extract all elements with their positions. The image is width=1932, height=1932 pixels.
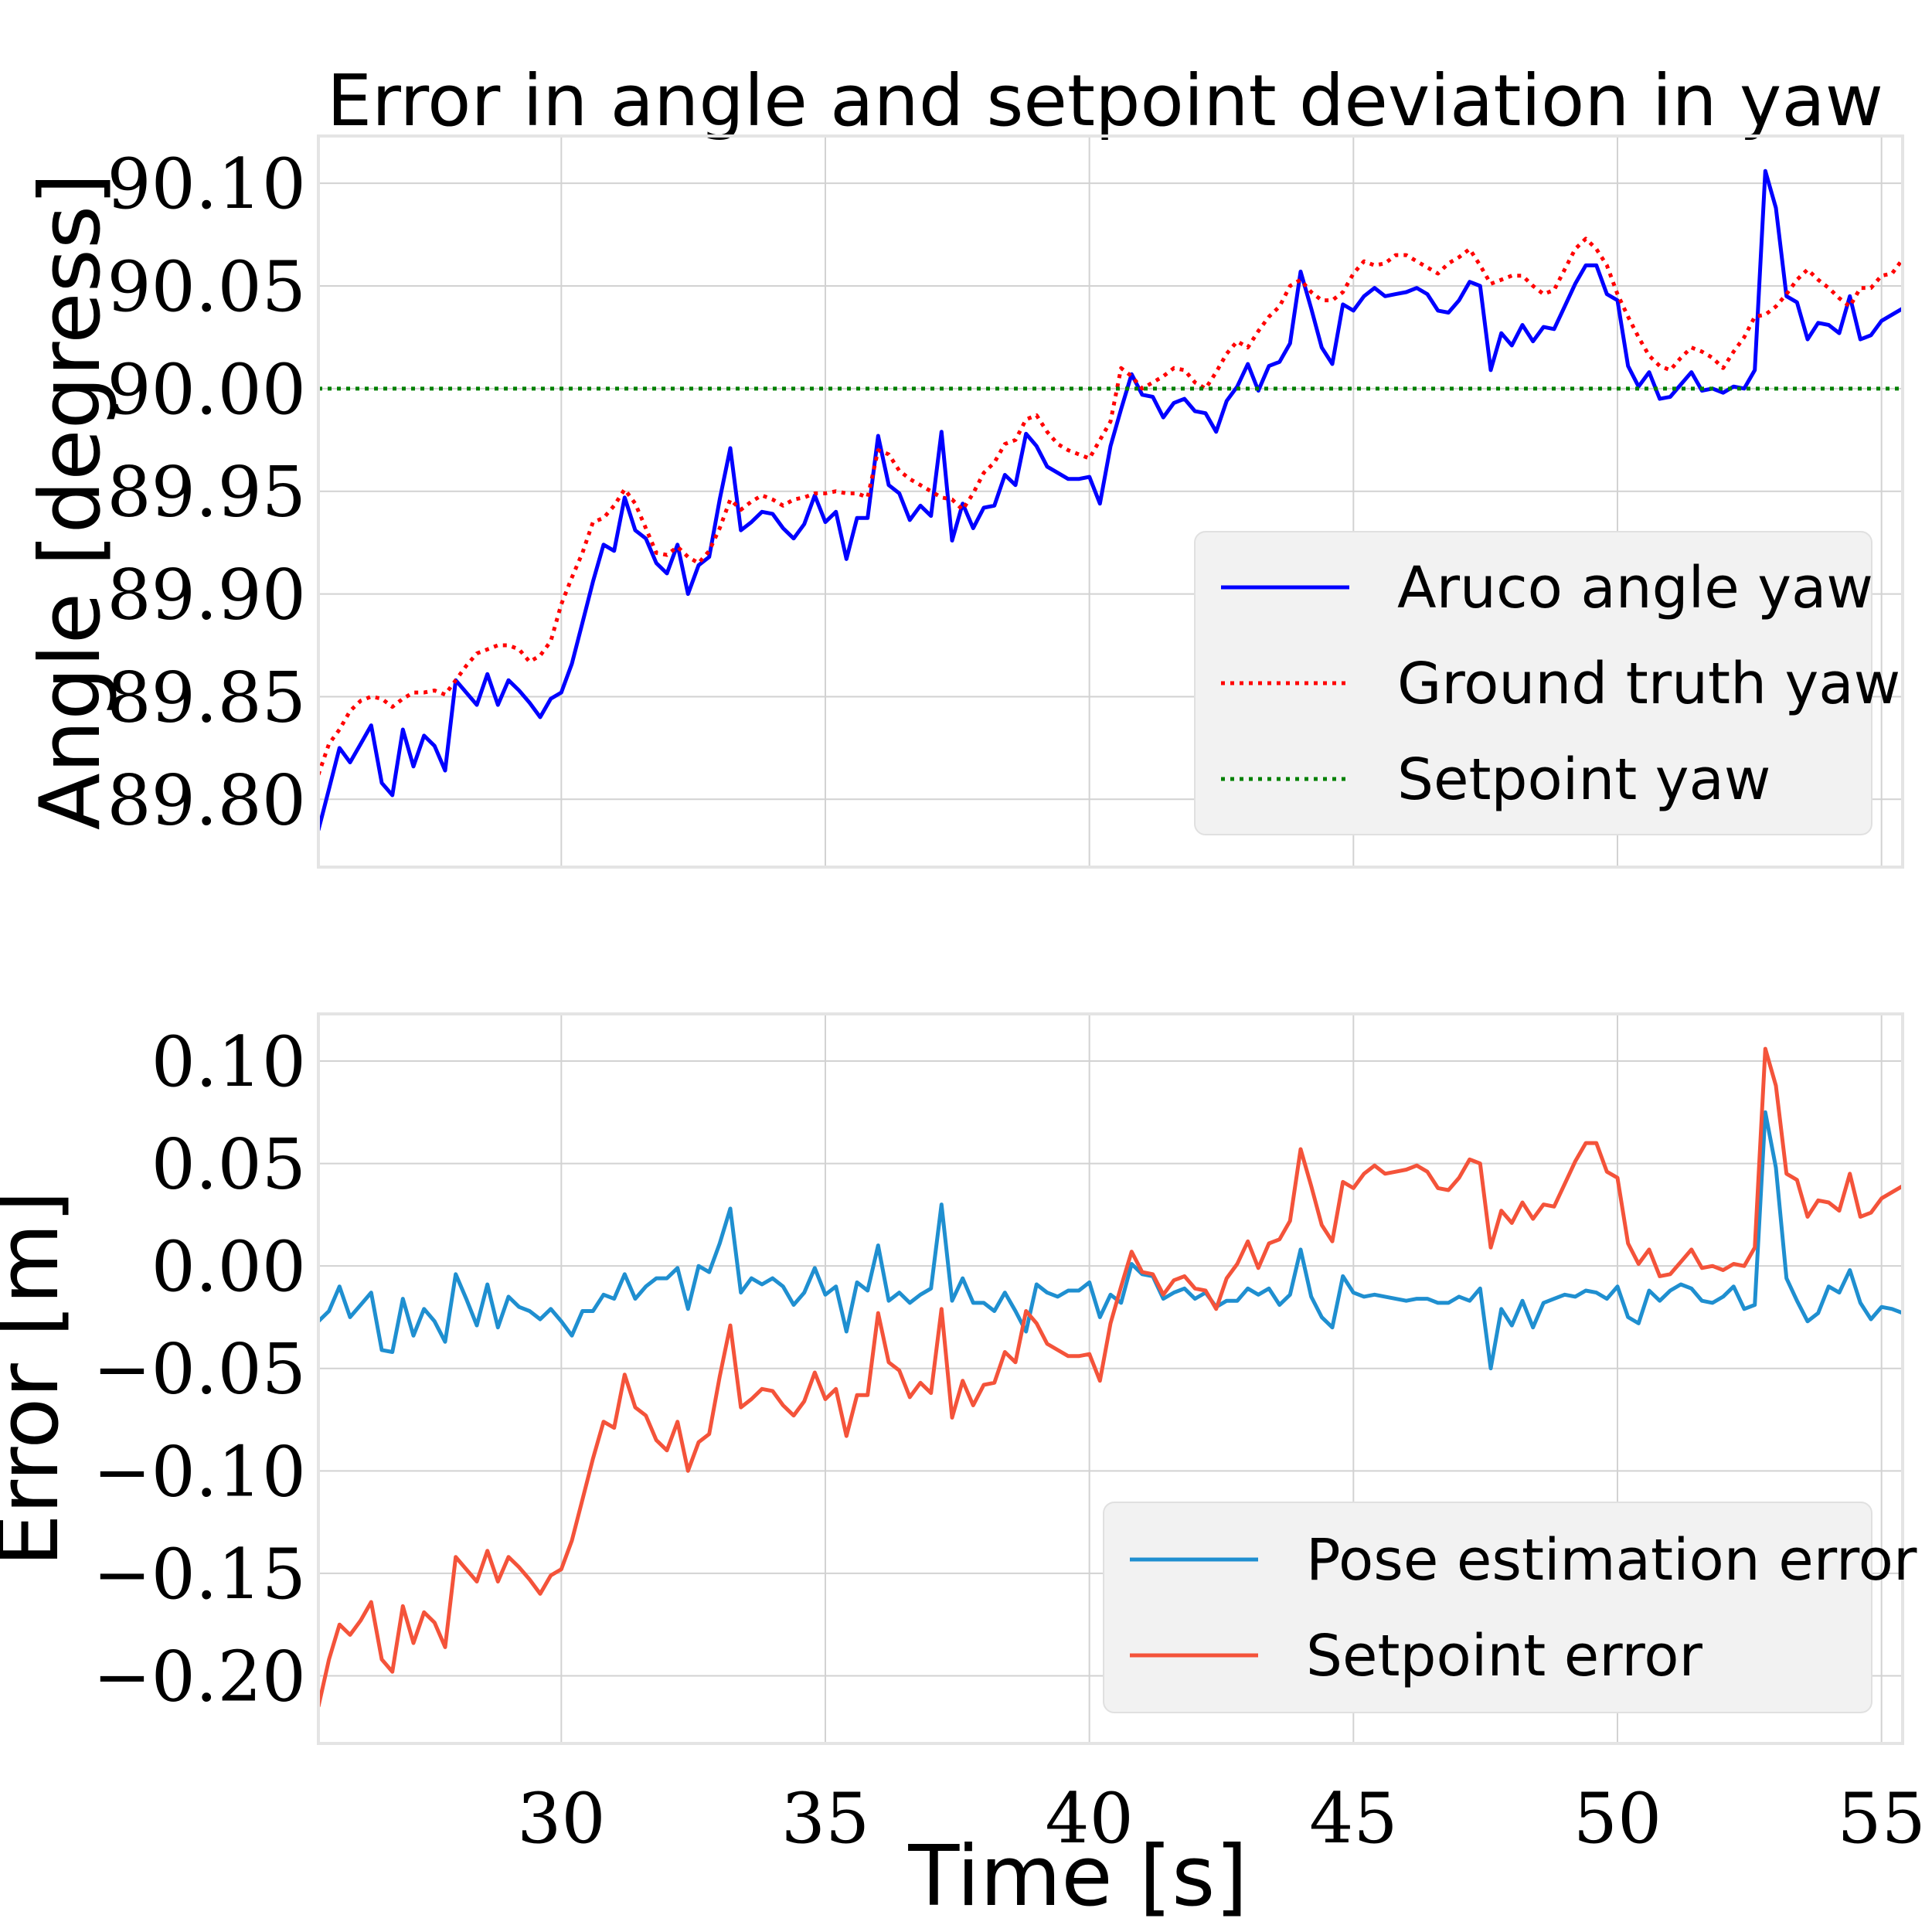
- plot-area: [318, 1046, 1903, 1707]
- y-tick-label: 89.90: [107, 555, 306, 636]
- series-line-aruco-angle-yaw: [318, 168, 1903, 831]
- legend-label-ground-truth-yaw: Ground truth yaw: [1397, 651, 1900, 717]
- series-line-ground-truth-yaw: [318, 236, 1903, 776]
- x-tick-label: 45: [1309, 1778, 1398, 1859]
- y-tick-label: 0.05: [151, 1124, 306, 1206]
- y-tick-label: 90.05: [107, 247, 306, 328]
- y-tick-label: 0.10: [151, 1022, 306, 1103]
- y-tick-label: −0.10: [93, 1431, 306, 1512]
- y-tick-label: −0.15: [93, 1534, 306, 1615]
- series-line-pose-estimation-error: [318, 1110, 1903, 1371]
- chart-title: Error in angle and setpoint deviation in…: [327, 60, 1883, 142]
- y-tick-label: 90.10: [107, 144, 306, 225]
- x-tick-label: 35: [781, 1778, 870, 1859]
- legend-box: [1103, 1502, 1872, 1713]
- y-tick-label: 89.80: [107, 760, 306, 841]
- legend-label-setpoint-error: Setpoint error: [1306, 1623, 1702, 1689]
- x-tick-label: 50: [1573, 1778, 1662, 1859]
- legend: Aruco angle yaw Ground truth yaw Setpoint …: [1194, 531, 1900, 835]
- legend-label-aruco-angle-yaw: Aruco angle yaw: [1397, 555, 1873, 621]
- plot-area: [318, 168, 1903, 831]
- grid: [318, 136, 1903, 867]
- plot-frame: [317, 1012, 1904, 1745]
- y-tick-label: −0.05: [93, 1329, 306, 1410]
- y-tick-label: 89.85: [107, 657, 306, 738]
- legend: Pose estimation error Setpoint error: [1103, 1502, 1917, 1713]
- legend-box: [1194, 531, 1872, 835]
- x-tick-label: 30: [517, 1778, 606, 1859]
- angle-panel: 89.80 89.85 89.90 89.95 90.00 90.05 90.10Angle…: [22, 134, 1904, 869]
- y-axis-label: Error [m]: [0, 1190, 77, 1566]
- y-tick-label: 0.00: [151, 1226, 306, 1308]
- plot-frame: [317, 134, 1904, 869]
- x-tick-label: 55: [1837, 1778, 1926, 1859]
- series-line-setpoint-error: [318, 1046, 1903, 1707]
- y-axis-label: Angle [degress]: [22, 173, 119, 831]
- y-tick-label: −0.20: [93, 1636, 306, 1717]
- y-tick-label: 90.00: [107, 349, 306, 430]
- error-panel: −0.20 −0.15 −0.10 −0.05 0.00 0.05 0.10 30 35 40 45…: [0, 1012, 1926, 1859]
- legend-label-setpoint-yaw: Setpoint yaw: [1397, 747, 1770, 813]
- x-axis-label: Time [s]: [907, 1828, 1247, 1925]
- legend-label-pose-estimation-error: Pose estimation error: [1306, 1527, 1917, 1594]
- y-tick-label: 89.95: [107, 452, 306, 533]
- x-tick-label: 40: [1045, 1778, 1134, 1859]
